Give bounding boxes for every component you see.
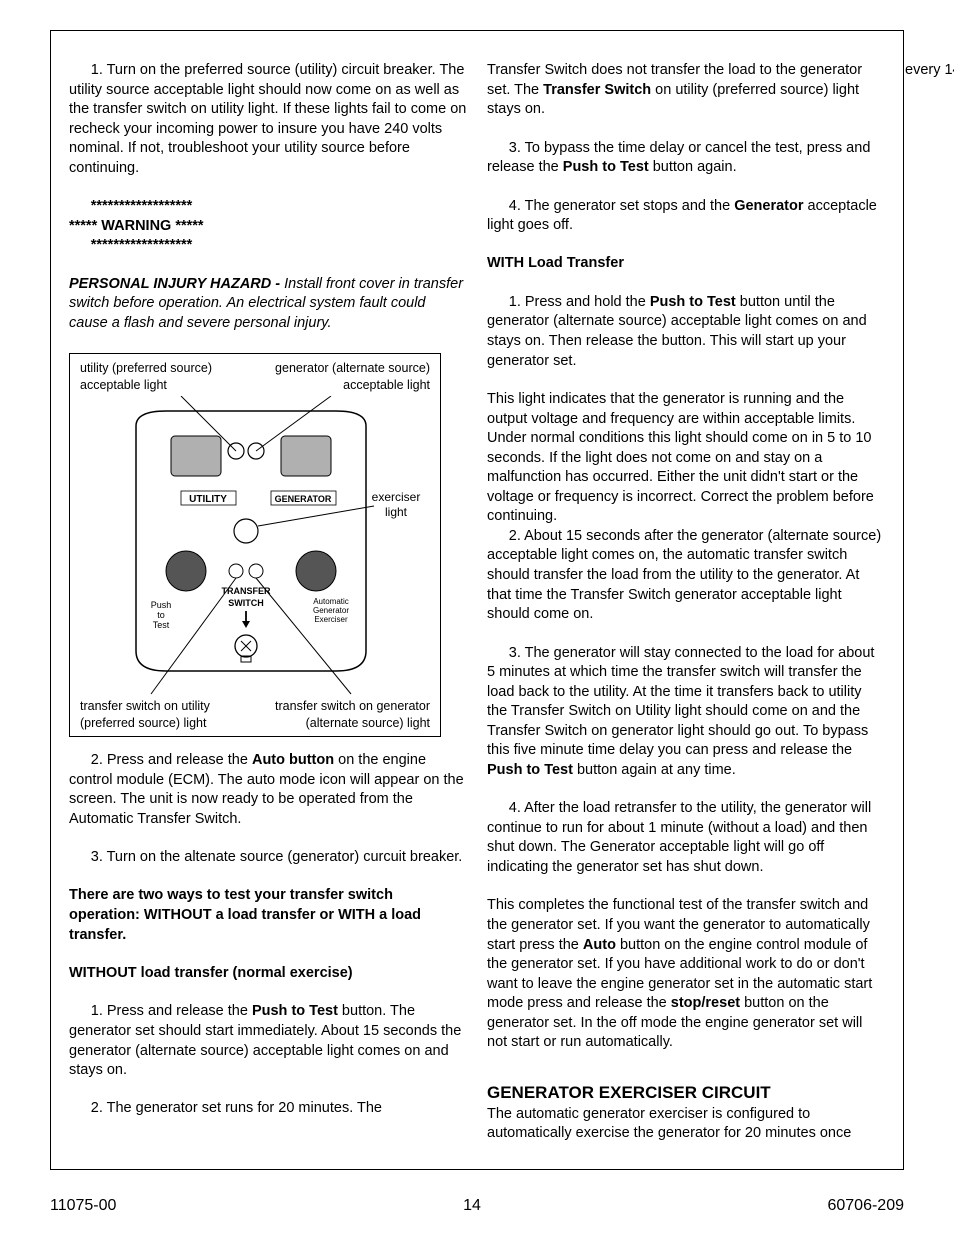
svg-text:light: light [385,505,408,519]
diag-top-left-1: utility (preferred source) [80,361,212,375]
section-heading: GENERATOR EXERCISER CIRCUIT [487,1082,885,1105]
svg-text:Generator: Generator [313,606,349,615]
svg-text:GENERATOR: GENERATOR [275,494,332,504]
svg-text:to: to [157,610,165,620]
para-l5: WITHOUT load transfer (normal exercise) [69,964,467,984]
para-r1: Transfer Switch does not transfer the lo… [487,61,885,120]
warning-line: ***** WARNING ***** [69,217,467,237]
diag-bot-right-1: transfer switch on generator [275,699,430,713]
para-r5: 1. Press and hold the Push to Test butto… [487,293,885,371]
diag-top-right-2: acceptable light [343,378,430,392]
para-r9: 4. After the load retransfer to the util… [487,799,885,877]
diag-bot-right-2: (alternate source) light [306,716,430,730]
para-r6: This light indicates that the generator … [487,390,885,527]
svg-text:Exerciser: Exerciser [314,615,348,624]
para-l2: 2. Press and release the Auto button on … [69,751,467,829]
diagram-wrap: utility (preferred source) acceptable li… [69,353,467,737]
para-r2: 3. To bypass the time delay or cancel th… [487,139,885,178]
svg-text:Automatic: Automatic [313,597,349,606]
hazard-bold: PERSONAL INJURY HAZARD - [69,276,280,292]
para-r10: This completes the functional test of th… [487,896,885,1053]
warning-stars-2: ****************** [91,236,467,256]
svg-text:UTILITY: UTILITY [189,494,227,505]
footer-right: 60706-209 [827,1195,904,1217]
footer-center: 14 [463,1195,481,1217]
svg-text:Push: Push [151,600,172,610]
para-l7: 2. The generator set runs for 20 minutes… [69,1099,467,1119]
diagram-svg: UTILITY GENERATOR exerciser light [76,396,434,696]
para-l4: There are two ways to test your transfer… [69,886,467,945]
para-r8: 3. The generator will stay connected to … [487,644,885,781]
hazard-para: PERSONAL INJURY HAZARD - Install front c… [69,275,467,334]
transfer-switch-diagram: utility (preferred source) acceptable li… [69,353,441,737]
svg-text:SWITCH: SWITCH [228,598,264,608]
diag-top-left-2: acceptable light [80,378,167,392]
para-l1: 1. Turn on the preferred source (utility… [69,61,467,178]
para-r3: 4. The generator set stops and the Gener… [487,197,885,236]
warning-stars-1: ****************** [91,197,467,217]
para-l6: 1. Press and release the Push to Test bu… [69,1002,467,1080]
para-r7: 2. About 15 seconds after the generator … [487,527,885,625]
para-l3: 3. Turn on the altenate source (generato… [69,848,467,868]
svg-text:Test: Test [153,620,170,630]
footer-left: 11075-00 [50,1195,116,1217]
para-r4: WITH Load Transfer [487,254,885,274]
diag-bot-left-1: transfer switch on utility [80,699,210,713]
diag-top-right-1: generator (alternate source) [275,361,430,375]
page-footer: 11075-00 14 60706-209 [50,1195,904,1217]
content-box: 1. Turn on the preferred source (utility… [50,30,904,1170]
svg-text:exerciser: exerciser [372,490,421,504]
diag-bot-left-2: (preferred source) light [80,716,206,730]
